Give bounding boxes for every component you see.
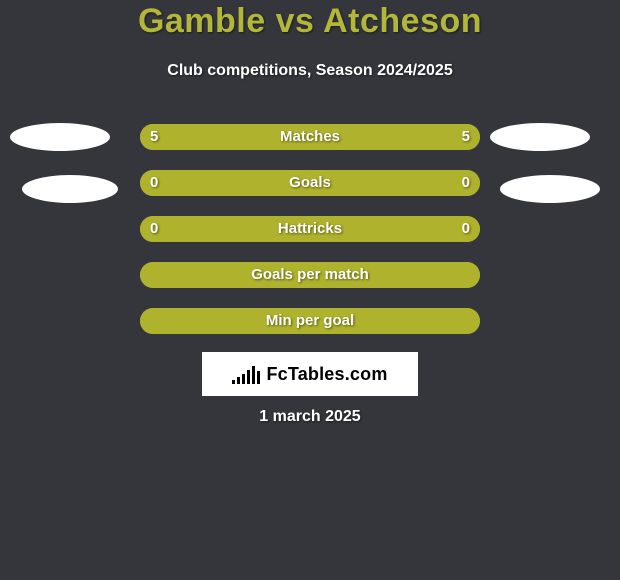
stat-label: Goals per match <box>140 262 480 288</box>
footer-date: 1 march 2025 <box>0 408 620 426</box>
brand-text: FcTables.com <box>266 364 387 385</box>
stat-label: Min per goal <box>140 308 480 334</box>
stat-value-right: 0 <box>462 216 470 242</box>
stat-value-left: 0 <box>150 216 158 242</box>
brand-bars-icon <box>232 364 260 384</box>
stat-value-right: 5 <box>462 124 470 150</box>
stat-row: Goals0 0 <box>0 170 620 196</box>
stat-label: Matches <box>140 124 480 150</box>
stat-label: Goals <box>140 170 480 196</box>
brand-badge: FcTables.com <box>202 352 418 396</box>
comparison-card: Gamble vs Atcheson Club competitions, Se… <box>0 0 620 580</box>
page-subtitle: Club competitions, Season 2024/2025 <box>0 62 620 80</box>
stat-label: Hattricks <box>140 216 480 242</box>
stat-row: Goals per match <box>0 262 620 288</box>
stat-value-right: 0 <box>462 170 470 196</box>
stat-row: Matches5 5 <box>0 124 620 150</box>
stat-row: Hattricks0 0 <box>0 216 620 242</box>
page-title: Gamble vs Atcheson <box>0 2 620 41</box>
stat-row: Min per goal <box>0 308 620 334</box>
stat-rows: Matches55Goals00Hattricks00Goals per mat… <box>0 124 620 334</box>
stat-value-left: 5 <box>150 124 158 150</box>
stat-value-left: 0 <box>150 170 158 196</box>
